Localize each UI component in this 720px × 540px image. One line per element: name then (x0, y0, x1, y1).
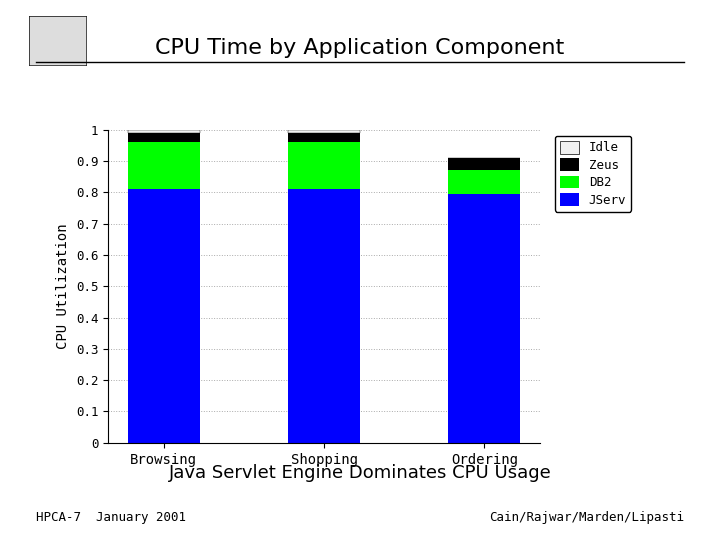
Bar (288, 189, 360, 443)
Bar (127, 142, 199, 189)
Bar (127, 130, 199, 133)
Bar (449, 170, 521, 194)
Bar (288, 130, 360, 133)
Text: HPCA-7  January 2001: HPCA-7 January 2001 (36, 511, 186, 524)
Text: CPU Time by Application Component: CPU Time by Application Component (156, 38, 564, 58)
Text: Java Servlet Engine Dominates CPU Usage: Java Servlet Engine Dominates CPU Usage (168, 464, 552, 482)
Text: Cain/Rajwar/Marden/Lipasti: Cain/Rajwar/Marden/Lipasti (489, 511, 684, 524)
Bar (449, 194, 521, 443)
Legend: Idle, Zeus, DB2, JServ: Idle, Zeus, DB2, JServ (555, 136, 631, 212)
Bar (127, 133, 199, 142)
Bar (449, 158, 521, 170)
Bar (288, 142, 360, 189)
Y-axis label: CPU Utilization: CPU Utilization (56, 224, 71, 349)
Bar (127, 189, 199, 443)
Bar (288, 133, 360, 142)
